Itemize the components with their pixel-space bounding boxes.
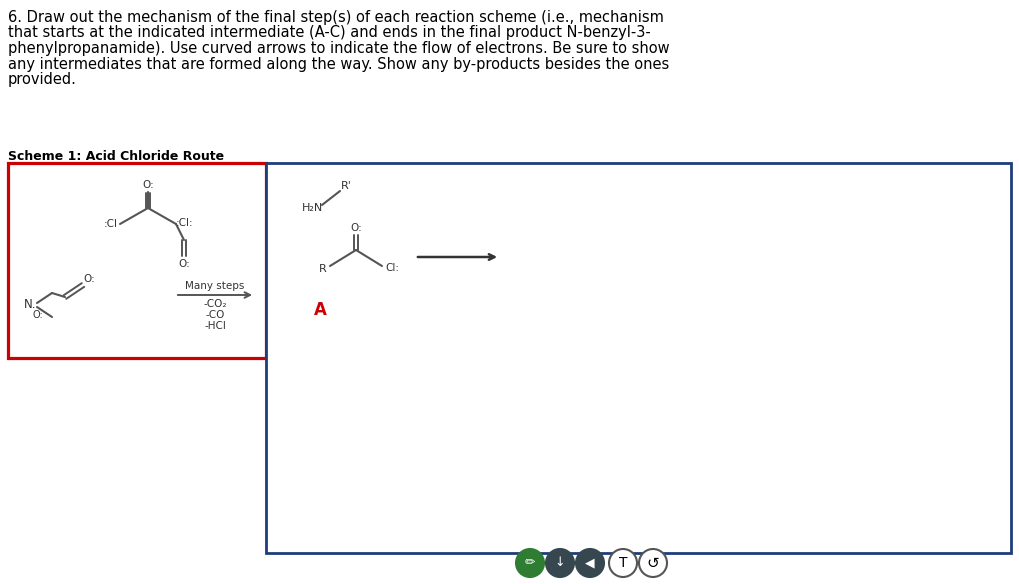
Text: ↓: ↓ (554, 557, 566, 569)
Bar (8, 163, 266, 358)
Text: T: T (619, 556, 628, 570)
Circle shape (639, 549, 667, 577)
Text: O:: O: (178, 259, 190, 269)
Text: O:: O: (33, 310, 44, 320)
Text: -CO₂: -CO₂ (203, 299, 227, 309)
Text: N.: N. (23, 298, 37, 311)
Text: Many steps: Many steps (185, 281, 245, 291)
Text: O:: O: (142, 180, 154, 190)
Circle shape (516, 549, 544, 577)
Text: O:: O: (84, 274, 95, 284)
Text: R': R' (340, 181, 352, 191)
Text: Scheme 1: Acid Chloride Route: Scheme 1: Acid Chloride Route (8, 150, 224, 163)
Text: -CO: -CO (205, 310, 224, 320)
Text: any intermediates that are formed along the way. Show any by-products besides th: any intermediates that are formed along … (8, 57, 669, 71)
Text: ✏: ✏ (525, 557, 535, 569)
Circle shape (609, 549, 637, 577)
Text: provided.: provided. (8, 72, 76, 87)
Text: R: R (319, 264, 327, 274)
Bar (266, 163, 1011, 553)
Text: ◀: ◀ (585, 557, 595, 569)
Text: A: A (314, 301, 326, 319)
Text: -HCl: -HCl (204, 321, 226, 331)
Text: H₂N: H₂N (302, 203, 323, 213)
Text: phenylpropanamide). Use curved arrows to indicate the flow of electrons. Be sure: phenylpropanamide). Use curved arrows to… (8, 41, 669, 56)
Text: ↺: ↺ (647, 555, 659, 571)
Circle shape (576, 549, 604, 577)
Text: that starts at the indicated intermediate (A-C) and ends in the final product N-: that starts at the indicated intermediat… (8, 26, 651, 40)
Text: :Cl:: :Cl: (176, 218, 194, 228)
Text: O:: O: (351, 223, 362, 233)
Circle shape (546, 549, 574, 577)
Text: :Cl: :Cl (104, 219, 118, 229)
Text: Cl:: Cl: (385, 263, 399, 273)
Text: 6. Draw out the mechanism of the final step(s) of each reaction scheme (i.e., me: 6. Draw out the mechanism of the final s… (8, 10, 663, 25)
